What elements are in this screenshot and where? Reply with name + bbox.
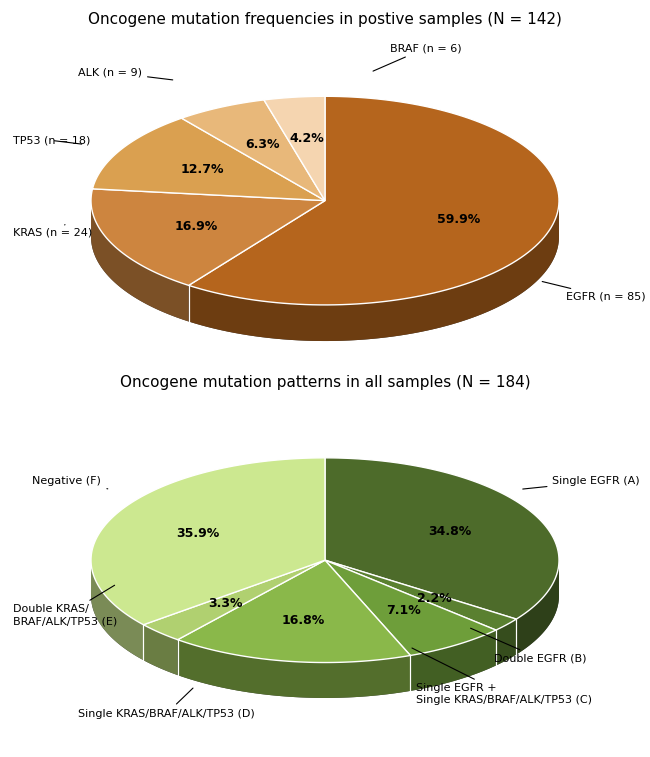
Text: EGFR (n = 85): EGFR (n = 85) [542, 282, 645, 302]
Polygon shape [496, 619, 516, 665]
Text: 59.9%: 59.9% [437, 213, 480, 226]
Text: Negative (F): Negative (F) [32, 476, 108, 489]
Polygon shape [177, 560, 410, 662]
Polygon shape [325, 458, 559, 619]
Polygon shape [516, 559, 559, 655]
Text: Single EGFR +
Single KRAS/BRAF/ALK/TP53 (C): Single EGFR + Single KRAS/BRAF/ALK/TP53 … [412, 648, 592, 705]
Polygon shape [410, 630, 496, 691]
Polygon shape [91, 494, 559, 698]
Polygon shape [91, 458, 325, 625]
Polygon shape [325, 560, 496, 656]
Text: TP53 (n = 18): TP53 (n = 18) [13, 136, 90, 145]
Text: 4.2%: 4.2% [289, 132, 324, 145]
Text: KRAS (n = 24): KRAS (n = 24) [13, 225, 92, 238]
Text: 16.8%: 16.8% [282, 615, 325, 628]
Text: 3.3%: 3.3% [209, 597, 243, 610]
Text: 6.3%: 6.3% [245, 138, 280, 151]
Polygon shape [144, 625, 177, 675]
Text: Single EGFR (A): Single EGFR (A) [523, 476, 640, 489]
Polygon shape [325, 560, 516, 630]
Text: Single KRAS/BRAF/ALK/TP53 (D): Single KRAS/BRAF/ALK/TP53 (D) [78, 688, 255, 718]
Polygon shape [91, 132, 559, 341]
Text: 7.1%: 7.1% [387, 605, 421, 618]
Polygon shape [177, 640, 410, 698]
Polygon shape [91, 188, 325, 285]
Polygon shape [188, 201, 559, 341]
Polygon shape [181, 100, 325, 201]
Polygon shape [92, 118, 325, 201]
Text: Double EGFR (B): Double EGFR (B) [471, 628, 586, 664]
Text: 12.7%: 12.7% [181, 164, 224, 176]
Text: Oncogene mutation patterns in all samples (N = 184): Oncogene mutation patterns in all sample… [120, 375, 530, 390]
Text: Double KRAS/
BRAF/ALK/TP53 (E): Double KRAS/ BRAF/ALK/TP53 (E) [13, 585, 117, 626]
Text: 35.9%: 35.9% [177, 528, 220, 540]
Text: 16.9%: 16.9% [175, 220, 218, 232]
Text: ALK (n = 9): ALK (n = 9) [78, 67, 173, 80]
Polygon shape [91, 559, 144, 660]
Polygon shape [144, 560, 325, 640]
Text: 34.8%: 34.8% [428, 525, 471, 538]
Text: 2.2%: 2.2% [417, 593, 451, 606]
Polygon shape [264, 96, 325, 201]
Polygon shape [91, 199, 188, 322]
Text: Oncogene mutation frequencies in postive samples (N = 142): Oncogene mutation frequencies in postive… [88, 12, 562, 27]
Text: BRAF (n = 6): BRAF (n = 6) [373, 43, 462, 71]
Polygon shape [188, 96, 559, 305]
